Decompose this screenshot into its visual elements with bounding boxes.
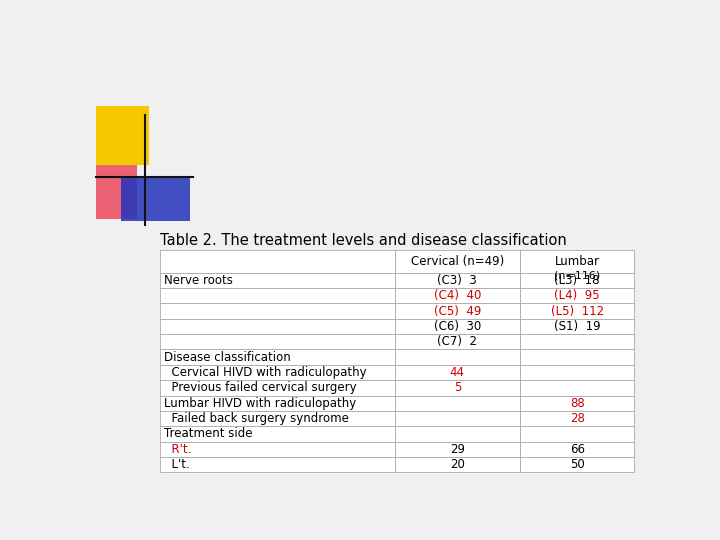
Text: (L5)  112: (L5) 112 [551, 305, 603, 318]
Bar [160, 395, 395, 411]
Bar [395, 273, 521, 288]
Text: R't.: R't. [164, 443, 192, 456]
Text: (C5)  49: (C5) 49 [433, 305, 481, 318]
Text: (C4)  40: (C4) 40 [433, 289, 481, 302]
Text: (S1)  19: (S1) 19 [554, 320, 600, 333]
Bar [395, 411, 521, 426]
Bar [395, 288, 521, 303]
Bar [160, 411, 395, 426]
FancyBboxPatch shape [96, 106, 148, 165]
Bar [521, 442, 634, 457]
Bar [395, 457, 521, 472]
Text: (C6)  30: (C6) 30 [433, 320, 481, 333]
Bar [521, 411, 634, 426]
Bar [395, 250, 521, 273]
Bar [395, 334, 521, 349]
FancyBboxPatch shape [96, 165, 138, 219]
Text: (n=116): (n=116) [554, 271, 600, 281]
Text: (C7)  2: (C7) 2 [437, 335, 477, 348]
Bar [395, 395, 521, 411]
Bar [160, 303, 395, 319]
Text: Nerve roots: Nerve roots [164, 274, 233, 287]
Bar [521, 288, 634, 303]
Bar [160, 288, 395, 303]
Bar [395, 319, 521, 334]
Text: 66: 66 [570, 443, 585, 456]
Bar [160, 365, 395, 380]
Bar [160, 380, 395, 395]
Bar [160, 250, 395, 273]
Bar [521, 273, 634, 288]
Bar [160, 273, 395, 288]
Text: Failed back surgery syndrome: Failed back surgery syndrome [164, 412, 349, 425]
Text: Previous failed cervical surgery: Previous failed cervical surgery [164, 381, 357, 394]
Text: (L4)  95: (L4) 95 [554, 289, 600, 302]
Bar [521, 319, 634, 334]
FancyBboxPatch shape [121, 177, 190, 221]
Bar [395, 303, 521, 319]
Text: Disease classification: Disease classification [164, 350, 291, 363]
Bar [395, 442, 521, 457]
Text: Lumbar HIVD with radiculopathy: Lumbar HIVD with radiculopathy [164, 397, 356, 410]
Bar [521, 365, 634, 380]
Bar [521, 457, 634, 472]
Bar [521, 250, 634, 273]
Bar [160, 319, 395, 334]
Bar [160, 334, 395, 349]
Text: 28: 28 [570, 412, 585, 425]
Text: 29: 29 [450, 443, 465, 456]
Text: (L3)  18: (L3) 18 [554, 274, 600, 287]
Text: 5: 5 [454, 381, 461, 394]
Bar [160, 349, 395, 365]
Bar [395, 349, 521, 365]
Bar [395, 365, 521, 380]
Bar [521, 395, 634, 411]
Text: Treatment side: Treatment side [164, 427, 253, 441]
Bar [160, 442, 395, 457]
Bar [521, 349, 634, 365]
Bar [521, 426, 634, 442]
Text: Cervical HIVD with radiculopathy: Cervical HIVD with radiculopathy [164, 366, 366, 379]
Bar [521, 334, 634, 349]
Bar [395, 380, 521, 395]
Bar [160, 426, 395, 442]
Bar [395, 426, 521, 442]
Text: 44: 44 [450, 366, 465, 379]
Text: Lumbar: Lumbar [554, 255, 600, 268]
Bar [160, 457, 395, 472]
Text: 88: 88 [570, 397, 585, 410]
Text: L't.: L't. [164, 458, 190, 471]
Text: Cervical (n=49): Cervical (n=49) [410, 255, 504, 268]
Text: Table 2. The treatment levels and disease classification: Table 2. The treatment levels and diseas… [160, 233, 567, 248]
Bar [521, 380, 634, 395]
Text: (C3)  3: (C3) 3 [438, 274, 477, 287]
Text: 20: 20 [450, 458, 465, 471]
Bar [521, 303, 634, 319]
Text: 50: 50 [570, 458, 585, 471]
